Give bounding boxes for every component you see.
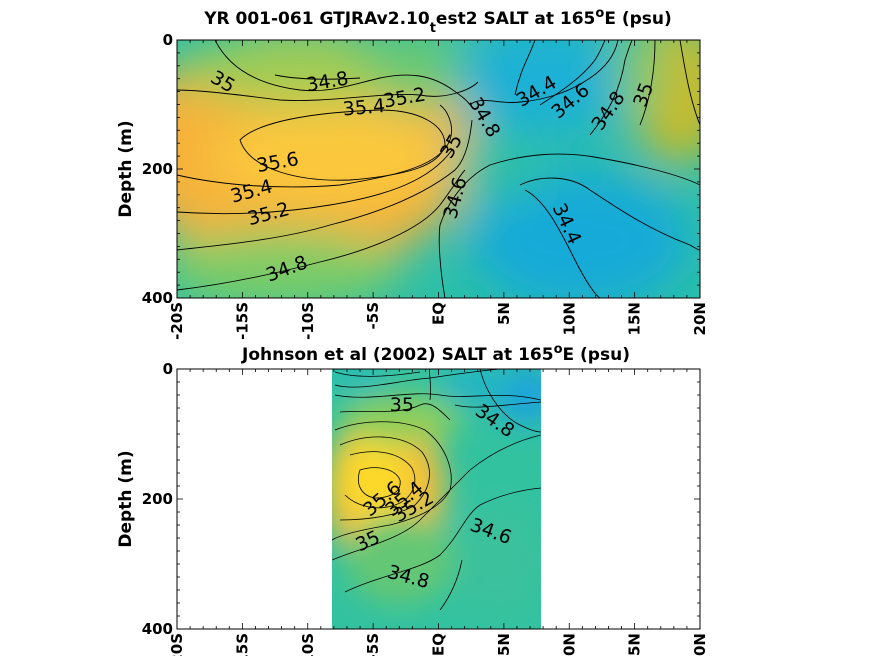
bottom-x-tick-label: -20S [168,633,186,656]
bottom-x-tick-label: -10S [299,633,317,656]
top-x-tick-label: 15N [626,302,644,335]
bottom-chart-title: Johnson et al (2002) SALT at 165oE (psu) [241,342,630,366]
top-salinity-field [177,40,700,298]
bottom-x-tick-label: -5S [364,633,382,656]
bottom-axes: -20S -15S -10S -5S EQ 5N 10N 15N 20N 0 200 400 [142,360,709,656]
top-x-tick-label: 5N [495,302,513,325]
bottom-x-tick-label: 10N [560,633,578,656]
bottom-salinity-field [332,369,541,629]
top-x-tick-label: EQ [430,302,448,325]
bottom-x-tick-label: 15N [626,633,644,656]
top-contour-label: 35.4 [342,95,386,121]
top-chart-title: YR 001-061 GTJRAv2.10test2 SALT at 165oE… [203,6,672,36]
bottom-y-axis-label: Depth (m) [116,450,136,547]
top-x-tick-label: -20S [168,302,186,340]
top-y-tick-label: 0 [163,31,173,49]
top-x-tick-label: 20N [691,302,709,335]
top-y-tick-label: 200 [142,160,173,178]
bottom-y-tick-label: 400 [142,620,173,638]
bottom-x-tick-label: EQ [430,633,448,656]
bottom-contour-label: 35 [390,394,414,416]
top-x-tick-label: 10N [560,302,578,335]
top-x-tick-label: -15S [233,302,251,340]
bottom-x-tick-label: 5N [495,633,513,656]
bottom-x-tick-label: -15S [233,633,251,656]
top-x-tick-label: -10S [299,302,317,340]
bottom-y-tick-label: 200 [142,490,173,508]
top-x-tick-label: -5S [364,302,382,329]
top-y-axis-label: Depth (m) [116,120,136,217]
bottom-x-tick-label: 20N [691,633,709,656]
bottom-panel: Johnson et al (2002) SALT at 165oE (psu) [116,342,709,656]
top-y-tick-label: 400 [142,289,173,307]
top-axes: -20S -15S -10S -5S EQ 5N 10N 15N 20N 0 200 400 [142,31,709,340]
top-panel: YR 001-061 GTJRAv2.10test2 SALT at 165oE… [116,6,709,340]
bottom-y-tick-label: 0 [163,360,173,378]
